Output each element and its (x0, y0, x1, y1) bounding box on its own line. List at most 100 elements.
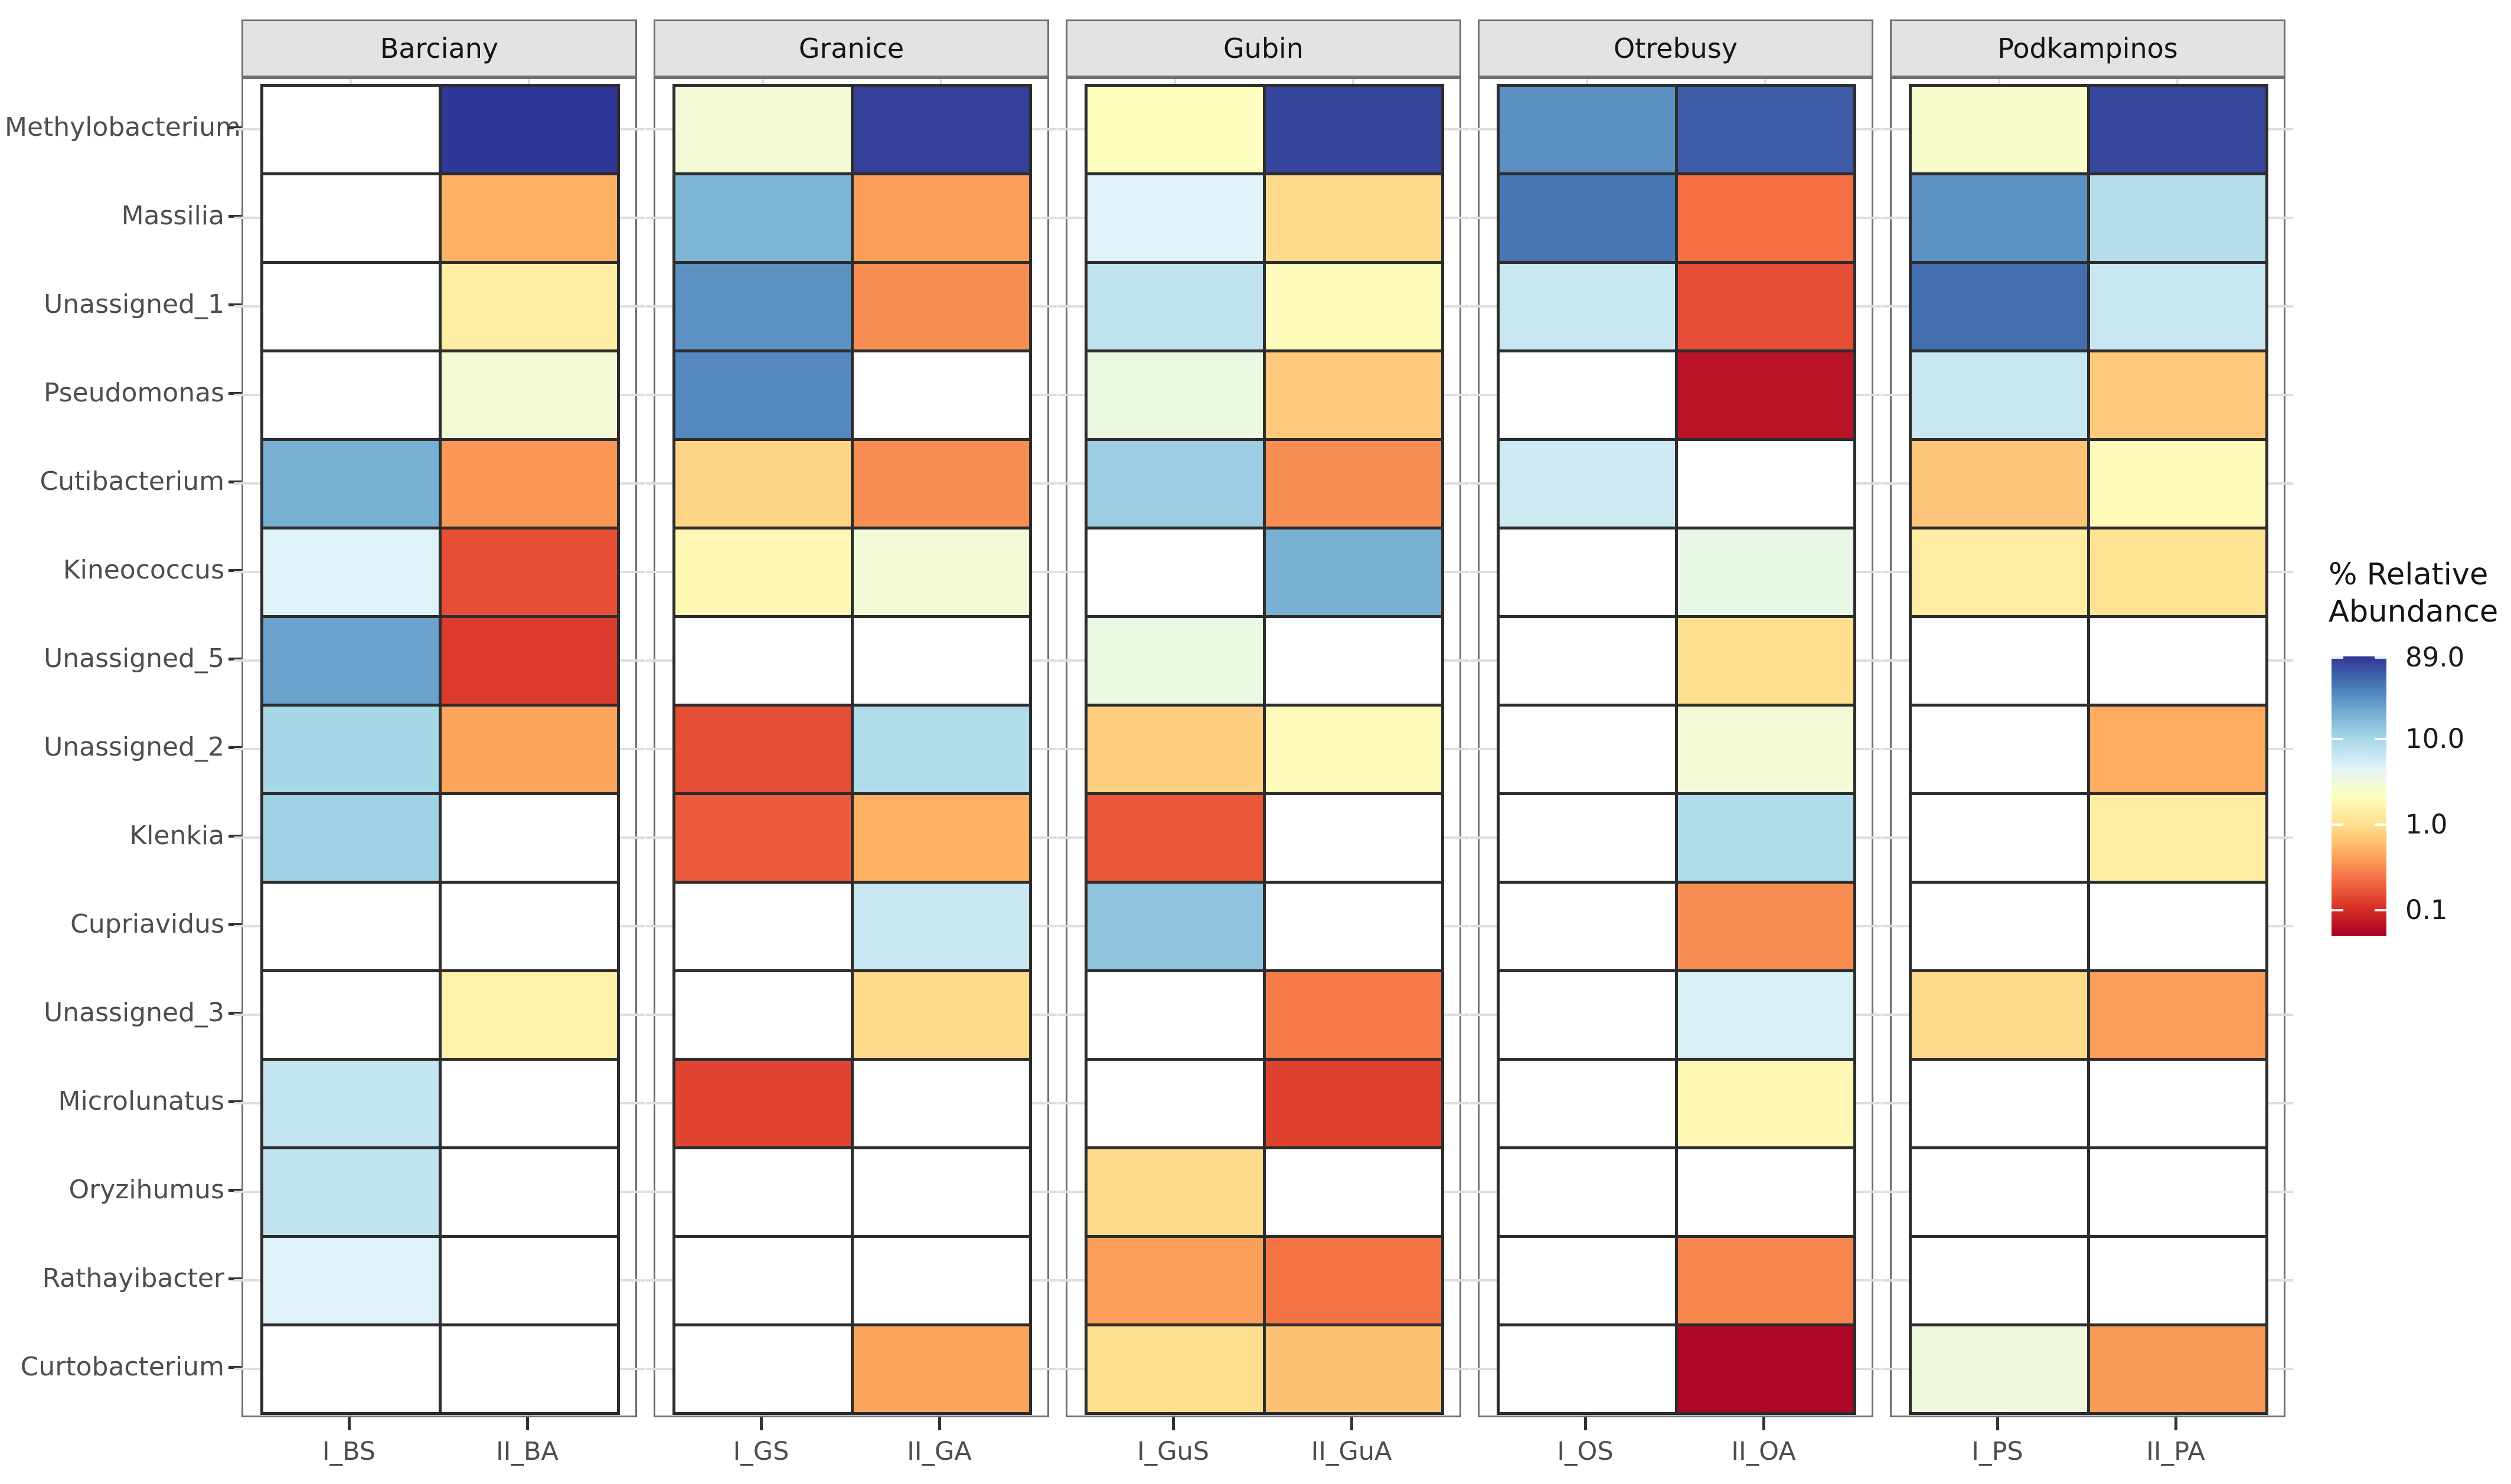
heatmap-cell (2088, 1148, 2267, 1236)
heatmap-cell (1086, 351, 1264, 439)
heatmap-cell (1910, 1325, 2088, 1413)
heatmap-cell (440, 528, 618, 616)
y-axis-label: Kineococcus (63, 555, 224, 585)
y-axis-label: Pseudomonas (43, 378, 224, 408)
heatmap-cell (1910, 1148, 2088, 1236)
heatmap-cell (1086, 439, 1264, 528)
heatmap-cell (440, 439, 618, 528)
heatmap-cell (1910, 970, 2088, 1059)
heatmap-cell (262, 970, 440, 1059)
heatmap-cell (440, 85, 618, 174)
heatmap-cell (1264, 793, 1442, 882)
y-axis-label: Massilia (121, 201, 224, 231)
heatmap-cell (1498, 1059, 1676, 1148)
heatmap-cell (1086, 1059, 1264, 1148)
heatmap-cell (1676, 616, 1854, 705)
facet-strip: Otrebusy (1478, 19, 1873, 77)
x-axis-tick (2174, 1417, 2177, 1430)
heatmap-cell (2088, 262, 2267, 351)
x-axis-tick (1762, 1417, 1765, 1430)
heatmap-cell (1086, 882, 1264, 970)
y-axis-label: Methylobacterium (5, 112, 241, 142)
facet-strip-label: Gubin (1223, 32, 1304, 64)
heatmap-cell (262, 262, 440, 351)
heatmap-cell (1910, 262, 2088, 351)
heatmap-cell (852, 351, 1030, 439)
heatmap-cell (262, 1236, 440, 1325)
legend-title: % Relative Abundance (2329, 557, 2499, 629)
legend-tick-mark (2375, 909, 2386, 912)
heatmap-cell (1086, 705, 1264, 793)
heatmap-cell (440, 1325, 618, 1413)
heatmap-cell (1086, 85, 1264, 174)
tile-border (260, 84, 263, 1415)
heatmap-cell (1086, 1148, 1264, 1236)
heatmap-cell (262, 1059, 440, 1148)
facet-strip-label: Podkampinos (1997, 32, 2178, 64)
heatmap-cell (1264, 882, 1442, 970)
heatmap-cell (1086, 262, 1264, 351)
tile-border (1085, 84, 1088, 1415)
heatmap-cell (1910, 174, 2088, 262)
x-axis-tick (760, 1417, 763, 1430)
heatmap-cell (262, 1325, 440, 1413)
facet-panel (234, 77, 645, 1417)
heatmap-cell (262, 705, 440, 793)
legend-tick-mark (2332, 737, 2343, 740)
heatmap-cell (1910, 793, 2088, 882)
y-axis-tick (228, 392, 241, 395)
heatmap-cell (2088, 970, 2267, 1059)
tile-border (2265, 84, 2268, 1415)
y-axis-label: Unassigned_5 (44, 643, 224, 674)
heatmap-cell (852, 616, 1030, 705)
y-axis-tick (228, 1012, 241, 1015)
heatmap-cell (1910, 351, 2088, 439)
y-axis-label: Klenkia (129, 821, 224, 851)
heatmap-cell (262, 793, 440, 882)
facet-strip-label: Barciany (380, 32, 499, 64)
y-axis-label: Rathayibacter (42, 1263, 224, 1293)
heatmap-cell (1498, 1148, 1676, 1236)
heatmap-cell (1498, 439, 1676, 528)
y-axis-label: Microlunatus (58, 1086, 224, 1116)
heatmap-cell (1676, 1325, 1854, 1413)
heatmap-cell (1676, 439, 1854, 528)
heatmap-cell (674, 528, 852, 616)
heatmap-cell (262, 616, 440, 705)
heatmap-cell (674, 616, 852, 705)
y-axis-tick (228, 1189, 241, 1192)
facet-strip-label: Granice (798, 32, 905, 64)
heatmap-cell (1498, 882, 1676, 970)
y-axis-tick (228, 835, 241, 838)
heatmap-cell (1910, 85, 2088, 174)
heatmap-cell (262, 882, 440, 970)
x-axis-label: II_BA (496, 1437, 559, 1466)
heatmap-cell (1264, 262, 1442, 351)
x-axis-label: I_OS (1557, 1437, 1614, 1466)
heatmap-cell (1264, 1059, 1442, 1148)
x-axis-label: I_GS (733, 1437, 789, 1466)
legend-tick-mark (2332, 909, 2343, 912)
heatmap-cell (1264, 705, 1442, 793)
heatmap-cell (262, 1148, 440, 1236)
x-axis-label: II_PA (2146, 1437, 2205, 1466)
heatmap-cell (852, 970, 1030, 1059)
legend-tick-label: 1.0 (2405, 808, 2448, 840)
tile-border (1853, 84, 1856, 1415)
heatmap-cell (1676, 351, 1854, 439)
heatmap-cell (674, 174, 852, 262)
heatmap-cell (852, 1325, 1030, 1413)
heatmap-cell (1676, 528, 1854, 616)
heatmap-cell (674, 1325, 852, 1413)
facet-panel (1470, 77, 1881, 1417)
heatmap-cell (1498, 1325, 1676, 1413)
facet-strip: Gubin (1066, 19, 1461, 77)
heatmap-cell (674, 705, 852, 793)
heatmap-cell (1910, 528, 2088, 616)
tile-border (2087, 84, 2090, 1415)
heatmap-cell (1676, 1059, 1854, 1148)
heatmap-cell (674, 1148, 852, 1236)
legend-tick-label: 10.0 (2405, 723, 2465, 754)
y-axis-tick (228, 303, 241, 306)
x-axis-label: II_GuA (1311, 1437, 1392, 1466)
